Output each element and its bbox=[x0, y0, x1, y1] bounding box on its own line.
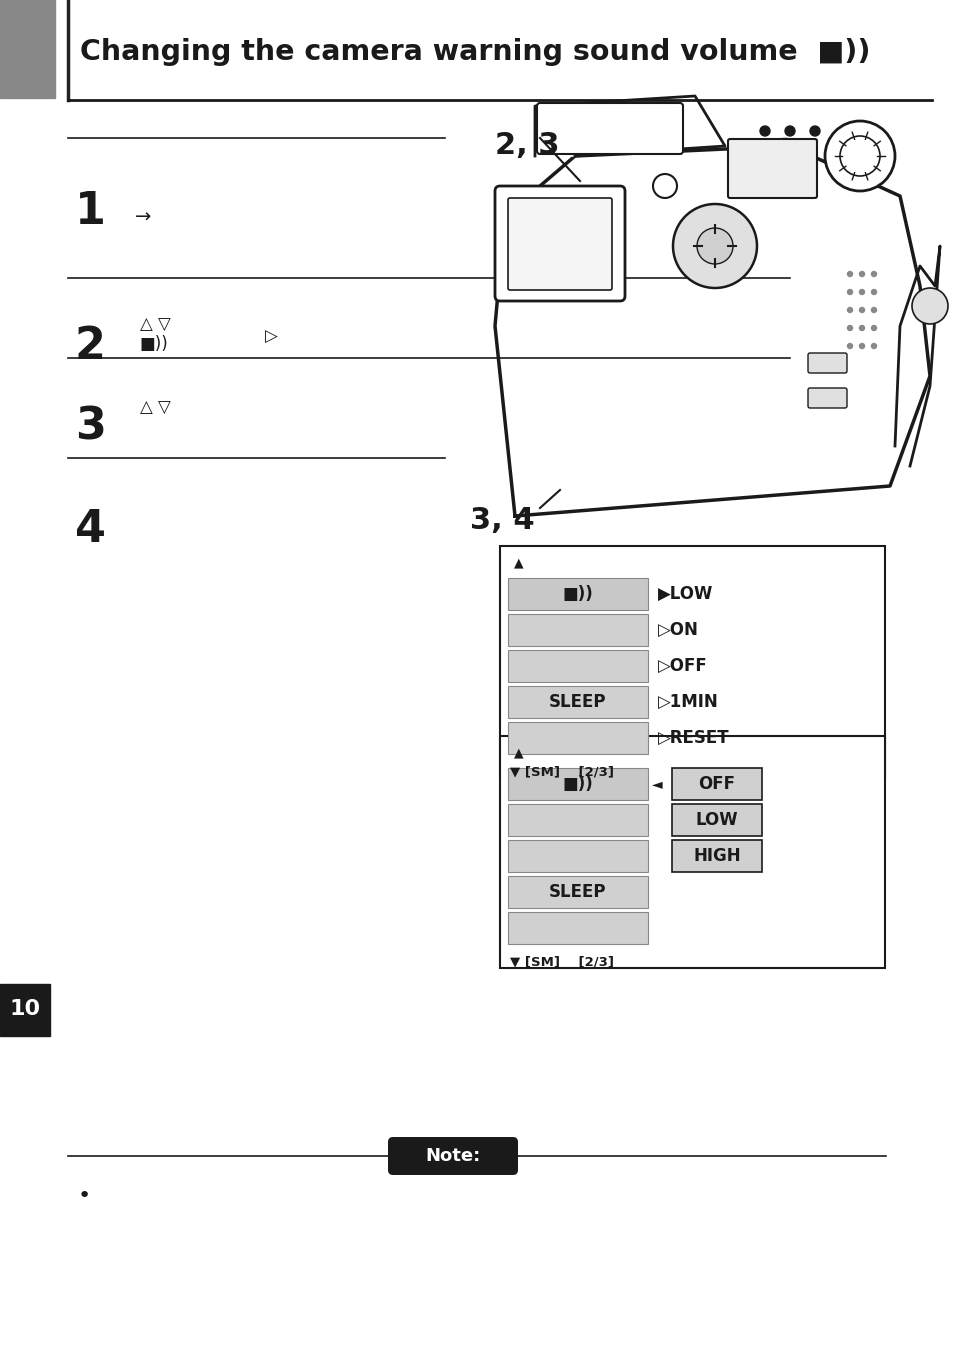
Text: SLEEP: SLEEP bbox=[549, 693, 606, 711]
Text: 2: 2 bbox=[75, 324, 106, 367]
Circle shape bbox=[846, 289, 852, 295]
Bar bbox=[507, 650, 647, 682]
Text: ■)): ■)) bbox=[140, 335, 169, 353]
Text: ▷: ▷ bbox=[265, 328, 277, 346]
Circle shape bbox=[871, 272, 876, 276]
Circle shape bbox=[846, 307, 852, 312]
Text: Note:: Note: bbox=[425, 1147, 480, 1166]
Circle shape bbox=[840, 136, 879, 176]
Bar bbox=[507, 686, 647, 717]
Bar bbox=[499, 546, 884, 778]
FancyBboxPatch shape bbox=[507, 198, 612, 289]
Circle shape bbox=[672, 205, 757, 288]
Polygon shape bbox=[495, 145, 929, 516]
Circle shape bbox=[760, 127, 769, 136]
Circle shape bbox=[784, 127, 794, 136]
Circle shape bbox=[652, 174, 677, 198]
Text: ■)): ■)) bbox=[562, 775, 593, 793]
Text: ▷ON: ▷ON bbox=[658, 621, 699, 639]
Circle shape bbox=[871, 326, 876, 331]
Circle shape bbox=[871, 343, 876, 349]
Text: 3: 3 bbox=[75, 405, 106, 448]
Text: △ ▽: △ ▽ bbox=[140, 398, 171, 416]
Circle shape bbox=[762, 139, 806, 183]
FancyBboxPatch shape bbox=[537, 104, 682, 153]
Circle shape bbox=[871, 289, 876, 295]
Bar bbox=[507, 769, 647, 800]
Text: ▷OFF: ▷OFF bbox=[658, 657, 707, 674]
Bar bbox=[507, 876, 647, 909]
Bar bbox=[507, 840, 647, 872]
Text: OFF: OFF bbox=[698, 775, 735, 793]
FancyBboxPatch shape bbox=[807, 388, 846, 408]
Circle shape bbox=[846, 272, 852, 276]
Text: △ ▽: △ ▽ bbox=[140, 315, 171, 332]
Text: Changing the camera warning sound volume  ■)): Changing the camera warning sound volume… bbox=[80, 38, 869, 66]
Circle shape bbox=[824, 121, 894, 191]
Text: ◄: ◄ bbox=[651, 777, 662, 791]
Text: ▷1MIN: ▷1MIN bbox=[658, 693, 718, 711]
Bar bbox=[507, 804, 647, 836]
Text: 2, 3: 2, 3 bbox=[495, 131, 558, 160]
Text: 4: 4 bbox=[75, 507, 106, 551]
Circle shape bbox=[911, 288, 947, 324]
Circle shape bbox=[859, 343, 863, 349]
Bar bbox=[507, 721, 647, 754]
Bar bbox=[507, 913, 647, 944]
Circle shape bbox=[859, 272, 863, 276]
FancyBboxPatch shape bbox=[727, 139, 816, 198]
Circle shape bbox=[809, 127, 820, 136]
Text: 1: 1 bbox=[75, 190, 106, 233]
Bar bbox=[507, 577, 647, 610]
Circle shape bbox=[846, 343, 852, 349]
Bar bbox=[0, 984, 50, 1036]
Text: 3, 4: 3, 4 bbox=[470, 506, 534, 534]
Text: ■)): ■)) bbox=[562, 586, 593, 603]
Text: ▼ [SM]    [2/3]: ▼ [SM] [2/3] bbox=[510, 765, 614, 778]
Bar bbox=[0, 0, 55, 98]
Text: SLEEP: SLEEP bbox=[549, 883, 606, 900]
Bar bbox=[499, 736, 884, 968]
Text: ▶LOW: ▶LOW bbox=[658, 586, 713, 603]
Text: HIGH: HIGH bbox=[693, 847, 740, 865]
Bar bbox=[671, 769, 761, 800]
Text: •: • bbox=[78, 1186, 91, 1206]
Text: ▷RESET: ▷RESET bbox=[658, 730, 729, 747]
Text: 10: 10 bbox=[10, 999, 41, 1019]
Text: ▼ [SM]    [2/3]: ▼ [SM] [2/3] bbox=[510, 956, 614, 968]
Text: ▲: ▲ bbox=[514, 556, 523, 569]
Circle shape bbox=[871, 307, 876, 312]
Bar bbox=[507, 614, 647, 646]
FancyBboxPatch shape bbox=[388, 1137, 517, 1175]
Text: ▲: ▲ bbox=[514, 746, 523, 759]
Circle shape bbox=[697, 227, 732, 264]
FancyBboxPatch shape bbox=[495, 186, 624, 302]
Bar bbox=[671, 840, 761, 872]
Circle shape bbox=[859, 289, 863, 295]
FancyBboxPatch shape bbox=[807, 353, 846, 373]
Text: LOW: LOW bbox=[695, 812, 738, 829]
Circle shape bbox=[859, 307, 863, 312]
Circle shape bbox=[859, 326, 863, 331]
Text: →: → bbox=[135, 209, 152, 227]
Polygon shape bbox=[535, 96, 724, 156]
Polygon shape bbox=[894, 246, 939, 466]
Circle shape bbox=[846, 326, 852, 331]
Bar bbox=[671, 804, 761, 836]
